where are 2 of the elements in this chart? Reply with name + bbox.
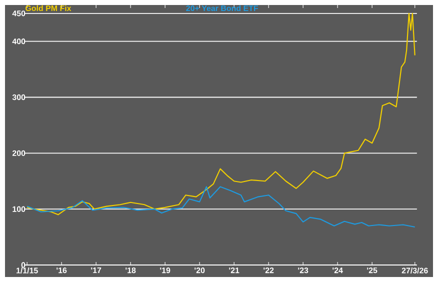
line-series	[26, 12, 416, 216]
line-series	[26, 186, 416, 228]
